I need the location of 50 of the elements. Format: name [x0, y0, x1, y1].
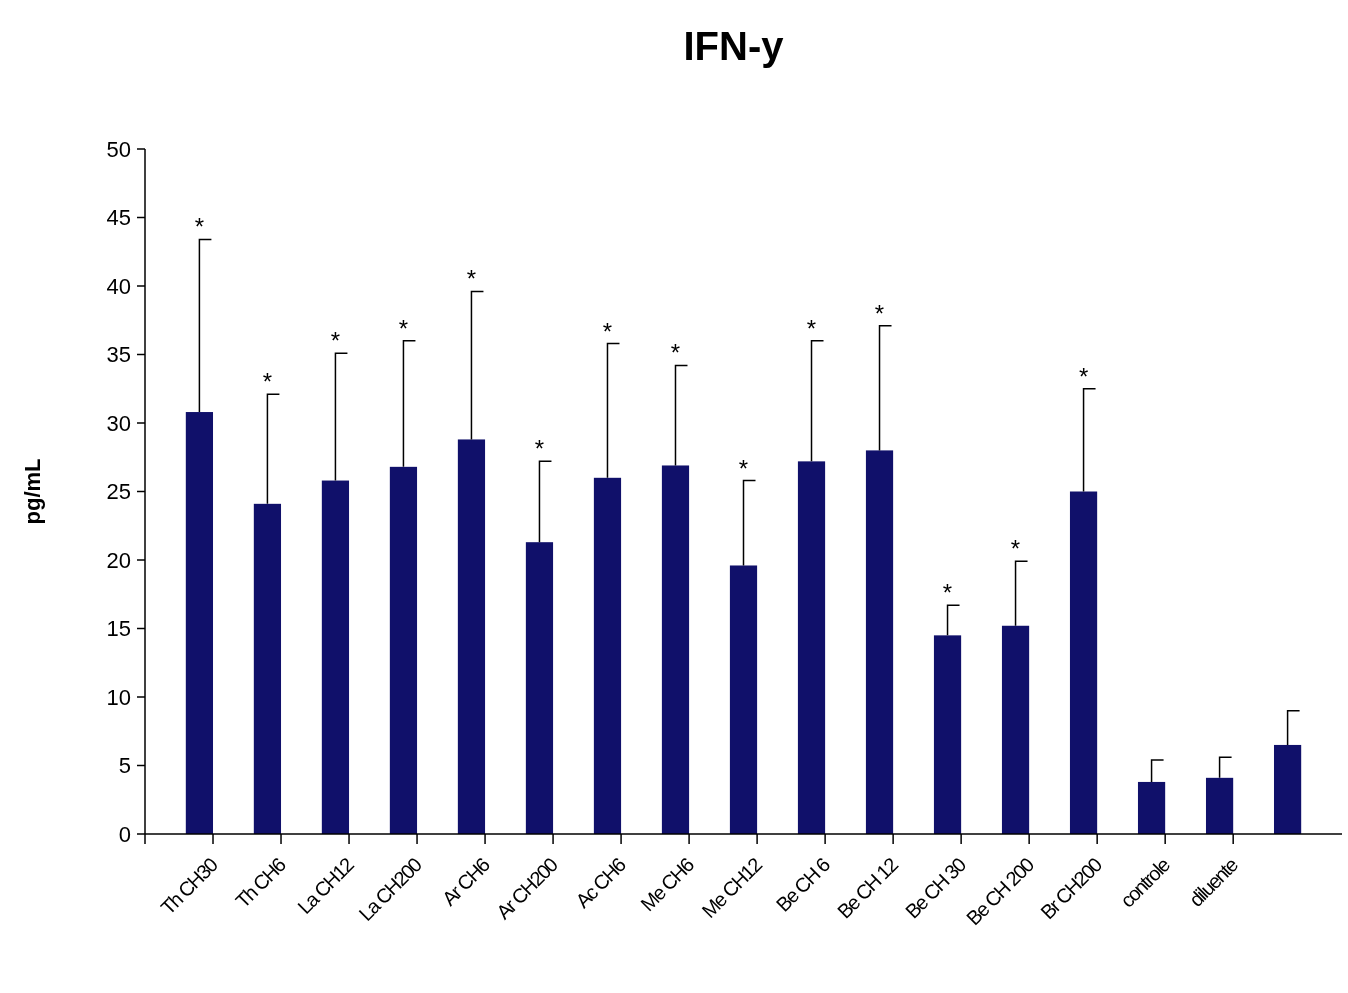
y-tick-label: 50 — [106, 136, 131, 162]
annotation: * — [874, 299, 885, 327]
y-tick-label: 45 — [106, 205, 131, 231]
bar — [1069, 491, 1098, 834]
y-tick-label: 5 — [118, 753, 131, 779]
annotation: * — [534, 435, 545, 463]
bar — [933, 635, 962, 834]
y-axis-title: pg/mL — [20, 458, 45, 525]
annotation: * — [670, 339, 681, 367]
annotation: * — [466, 265, 477, 293]
bar — [593, 477, 622, 834]
bar — [525, 542, 554, 834]
x-tick-label: Ac CH6 — [571, 853, 631, 913]
bar — [729, 565, 758, 834]
bar — [1137, 781, 1166, 834]
bar — [389, 466, 418, 834]
y-tick-label: 35 — [106, 342, 131, 368]
y-tick-label: 25 — [106, 479, 131, 505]
annotation: * — [1078, 362, 1089, 390]
bar — [797, 461, 826, 834]
bar — [457, 439, 486, 834]
annotation: * — [330, 327, 341, 355]
y-tick-label: 15 — [106, 616, 131, 642]
annotation: * — [1010, 535, 1021, 563]
annotation: * — [602, 317, 613, 345]
y-tick-label: 0 — [118, 821, 131, 847]
annotation: * — [942, 579, 953, 607]
x-tick-label: Be CH 12 — [832, 853, 903, 923]
bar — [321, 480, 350, 834]
annotation: * — [738, 454, 749, 482]
y-tick-label: 20 — [106, 547, 131, 573]
annotation: * — [806, 314, 817, 342]
x-tick-label: Ar CH6 — [437, 853, 495, 910]
bar — [185, 412, 214, 834]
y-tick-label: 30 — [106, 410, 131, 436]
x-tick-label: Be CH 6 — [771, 853, 835, 916]
bar — [253, 503, 282, 834]
x-tick-label: Me CH6 — [636, 853, 699, 916]
chart-title: IFN-y — [683, 24, 785, 68]
bar — [661, 465, 690, 834]
annotation: * — [194, 213, 205, 241]
y-tick-label: 10 — [106, 684, 131, 710]
y-tick-label: 40 — [106, 273, 131, 299]
annotation: * — [398, 314, 409, 342]
bar — [865, 450, 894, 834]
bar — [1273, 744, 1302, 834]
bar — [1001, 625, 1030, 834]
x-tick-label: Th CH6 — [231, 853, 291, 913]
annotation: * — [262, 368, 273, 396]
bar — [1205, 777, 1234, 834]
